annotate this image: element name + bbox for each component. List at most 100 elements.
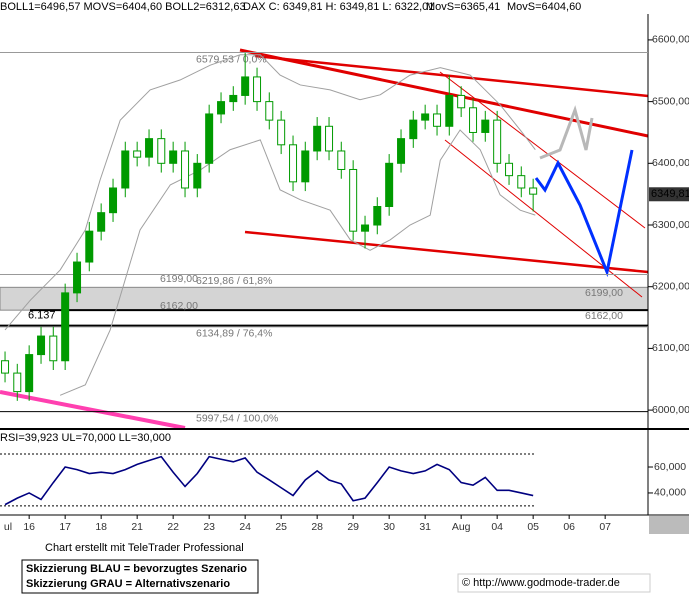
y-tick-label: 6600,00 [652,34,689,46]
support-label: 6.137 [28,309,56,321]
legend-text: Skizzierung BLAU = bevorzugtes Szenario [26,563,247,575]
candle-body [157,138,166,164]
x-tick-label: 07 [599,521,611,533]
y-tick-label: 6300,00 [652,219,689,231]
last-price-label: 6349,81 [651,188,689,200]
y-tick-label: 6100,00 [652,342,689,354]
x-tick-label: 18 [95,521,107,533]
header-text: DAX C: 6349,81 H: 6349,81 L: 6322,01 [243,1,434,13]
candle-body [121,150,130,189]
candle-body [181,150,190,189]
candle-body [373,206,382,226]
level-label: 6199,00 [585,287,623,299]
x-tick-label: 25 [275,521,287,533]
bollinger-band [4,54,536,331]
candle-body [277,119,286,146]
candle-body [1,360,10,374]
y-tick-label: 6000,00 [652,404,689,416]
corner-box [649,516,689,534]
candle-body [469,107,478,133]
candle-body [433,113,442,127]
candle-body [133,150,142,158]
trend-line [239,48,649,138]
candle-body [289,144,298,183]
candle-body [505,162,514,177]
channel-line [439,71,646,229]
trend-line [0,390,186,430]
candle-body [265,101,274,121]
x-tick-label: 06 [563,521,575,533]
candle-body [517,175,526,189]
x-tick-label: 21 [131,521,143,533]
candle-body [493,119,502,164]
candle-body [397,138,406,164]
candle-body [217,101,226,115]
credit: Chart erstellt mit TeleTrader Profession… [45,542,244,554]
candle-body [457,94,466,109]
candle-body [169,150,178,164]
candle-body [301,150,310,183]
legend-box [21,559,259,594]
fib-label: 6219,86 / 61,8% [196,275,272,287]
candle-body [325,125,334,152]
y-tick-label: 6500,00 [652,95,689,107]
candle-body [229,94,238,103]
header-text: MovS=6404,60 [507,1,581,13]
candle-body [97,212,106,232]
candle-body [49,335,58,362]
fib-label: 6579,53 / 0,0% [196,53,267,65]
level-label: 6162,00 [160,300,198,312]
x-tick-label: 22 [167,521,179,533]
scenario-gray [539,105,594,160]
header-text: BOLL1=6496,57 MOVS=6404,60 BOLL2=6312,63 [0,1,246,13]
channel-line [444,139,643,298]
candle-body [85,230,94,263]
candle-body [421,113,430,121]
x-tick-label: 04 [491,521,503,533]
scenario-blue [534,149,634,278]
candle-body [361,224,370,232]
x-tick-label: ul [4,521,12,533]
x-tick-label: 17 [59,521,71,533]
zone [0,286,649,311]
x-tick-label: 16 [23,521,35,533]
candle-body [445,94,454,127]
y-tick-label: 6200,00 [652,280,689,292]
level-label: 6199,00 [160,273,198,285]
y-tick-label: 40,000 [654,487,686,499]
rsi-line [4,455,534,506]
last-price-box [649,187,689,202]
x-tick-label: Aug [452,521,471,533]
candle-body [313,125,322,152]
candle-body [253,76,262,103]
legend-text: Skizzierung GRAU = Alternativszenario [26,578,230,590]
x-tick-label: 29 [347,521,359,533]
trend-line [254,54,649,98]
y-tick-label: 6400,00 [652,157,689,169]
candle-body [385,162,394,208]
source: © http://www.godmode-trader.de [462,577,620,589]
fib-label: 5997,54 / 100,0% [196,412,278,424]
x-tick-label: 23 [203,521,215,533]
x-tick-label: 24 [239,521,251,533]
candle-body [145,138,154,158]
header-text: MovS=6365,41 [426,1,500,13]
candle-body [241,76,250,96]
source-box [457,573,651,593]
x-tick-label: 05 [527,521,539,533]
bollinger-band [59,129,536,396]
candle-body [61,292,70,362]
candle-body [109,187,118,214]
x-tick-label: 30 [383,521,395,533]
candle-body [529,187,538,195]
candle-body [409,119,418,140]
indicator-label: RSI=39,923 UL=70,000 LL=30,000 [0,432,171,444]
candle-body [349,168,358,232]
candle-body [481,119,490,133]
x-tick-label: 31 [419,521,431,533]
candle-body [73,261,82,294]
candle-body [25,354,34,393]
candle-body [337,150,346,170]
